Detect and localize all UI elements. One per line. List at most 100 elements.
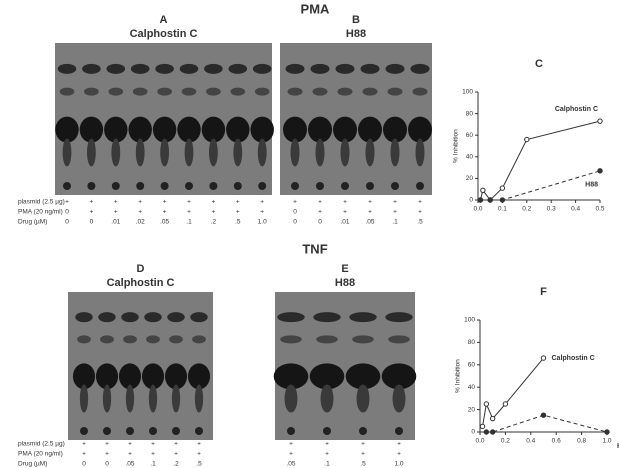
lane-label: + <box>90 199 94 206</box>
band <box>84 87 99 96</box>
spot <box>359 427 367 435</box>
lane-label: + <box>151 451 155 458</box>
spot <box>395 427 403 435</box>
band <box>108 87 124 96</box>
lane-label: 1.0 <box>258 219 267 226</box>
band <box>315 138 325 167</box>
band <box>385 312 413 323</box>
band <box>310 63 330 74</box>
lane-label: + <box>138 199 142 206</box>
y-axis-label: % Inhibition <box>453 129 460 163</box>
series-line <box>479 120 601 201</box>
data-point <box>499 197 506 203</box>
lane-label: 0 <box>318 219 322 226</box>
section-title: TNF <box>302 241 327 256</box>
lane-label: + <box>318 209 322 216</box>
band <box>333 116 357 143</box>
lane-label: + <box>128 441 132 448</box>
band <box>104 116 128 143</box>
panel-title: Calphostin C <box>107 277 175 289</box>
spot <box>366 182 374 190</box>
series-line <box>480 170 601 201</box>
y-tick-label: 40 <box>468 384 476 391</box>
lane-label: + <box>393 209 397 216</box>
spot <box>416 182 424 190</box>
band <box>95 363 119 390</box>
lane-label: + <box>343 199 347 206</box>
band <box>313 312 341 323</box>
lane-label: + <box>174 441 178 448</box>
lane-label: .05 <box>125 461 134 468</box>
band <box>111 138 121 167</box>
spot <box>233 182 242 190</box>
lane-label: + <box>82 441 86 448</box>
band <box>358 116 382 143</box>
band <box>283 116 307 143</box>
band <box>102 384 112 413</box>
x-tick-label: 0.5 <box>595 206 604 213</box>
band <box>360 63 380 74</box>
lane-label: + <box>236 199 240 206</box>
lane-label: .1 <box>186 219 192 226</box>
band <box>392 384 406 413</box>
spot <box>287 427 295 435</box>
lane-label: .1 <box>324 461 330 468</box>
band <box>187 363 211 390</box>
spot <box>160 182 169 190</box>
data-point <box>483 429 490 435</box>
band <box>167 312 185 323</box>
band <box>82 63 101 74</box>
band <box>365 138 375 167</box>
band <box>280 335 302 344</box>
band <box>144 312 162 323</box>
data-point <box>540 412 547 418</box>
chart-title: C <box>535 58 543 70</box>
band <box>233 138 243 167</box>
spot <box>87 182 96 190</box>
band <box>141 363 165 390</box>
band <box>192 335 206 344</box>
band <box>285 63 305 74</box>
lane-label: 0 <box>105 461 109 468</box>
lane-label: + <box>114 199 118 206</box>
band <box>250 116 274 143</box>
lane-label: .5 <box>235 219 241 226</box>
band <box>349 312 377 323</box>
lane-label: + <box>128 451 132 458</box>
section-title: PMA <box>301 1 331 16</box>
band <box>98 312 116 323</box>
spot <box>391 182 399 190</box>
band <box>337 87 353 96</box>
band <box>387 87 403 96</box>
band <box>228 63 248 74</box>
panel-label: B <box>352 14 360 26</box>
band <box>169 335 183 344</box>
lane-label: + <box>212 199 216 206</box>
lane-label: + <box>90 209 94 216</box>
band <box>230 87 246 96</box>
lane-label: + <box>368 199 372 206</box>
data-point <box>502 401 509 407</box>
x-tick-label: 0.2 <box>522 206 531 213</box>
y-tick-label: 40 <box>466 154 474 161</box>
lane-label: + <box>289 441 293 448</box>
lane-label: 0 <box>293 219 297 226</box>
band <box>290 138 300 167</box>
band <box>320 384 334 413</box>
band <box>181 87 197 96</box>
panel-title: Calphostin C <box>130 28 198 40</box>
lane-label: + <box>289 451 293 458</box>
band <box>390 138 400 167</box>
data-point <box>597 118 603 124</box>
band <box>72 363 96 390</box>
spot <box>136 182 145 190</box>
band <box>194 384 204 413</box>
band <box>345 363 381 390</box>
lane-label: 0 <box>65 209 69 216</box>
band <box>121 312 139 323</box>
band <box>312 87 328 96</box>
panel-title: H88 <box>335 277 355 289</box>
band <box>415 138 425 167</box>
spot <box>80 427 88 435</box>
